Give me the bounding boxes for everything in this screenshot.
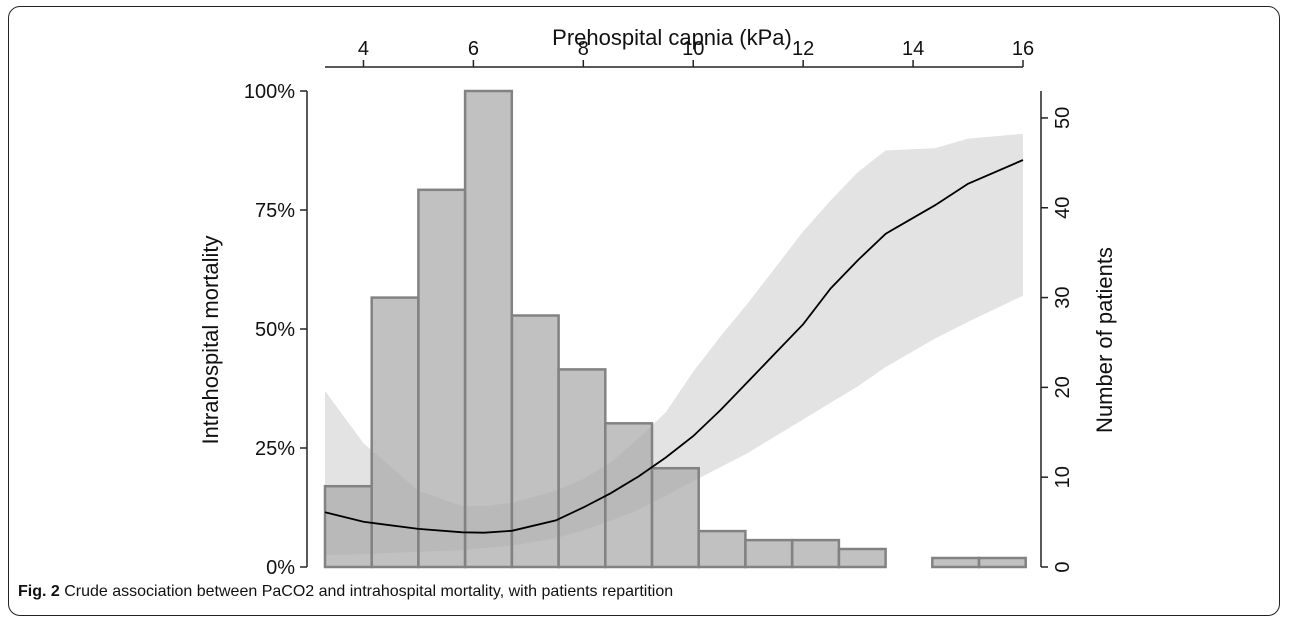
histogram-bar-4 [463, 89, 514, 569]
y-axis-title-left: Intrahospital mortality [198, 235, 223, 444]
y-left-tick-label-100: 100% [244, 81, 295, 103]
figure-label: Fig. 2 [18, 583, 60, 600]
y-right-tick-label-20: 20 [1052, 376, 1074, 398]
y-left-tick-label-75: 75% [255, 200, 295, 222]
histogram-bar-7 [604, 422, 654, 569]
y-left-tick-label-25: 25% [255, 438, 295, 460]
histogram-bar-8 [650, 466, 700, 569]
y-right-tick-label-0: 0 [1052, 561, 1074, 572]
histogram-bar-10 [744, 538, 794, 569]
histogram-bar-15 [977, 556, 1027, 569]
x-tick-label-4: 4 [358, 38, 369, 60]
histogram-bar-3 [417, 188, 467, 569]
x-tick-label-14: 14 [902, 38, 924, 60]
histogram-bar-14 [931, 556, 981, 569]
mortality-curve-layer [324, 159, 1024, 534]
y-right-tick-label-10: 10 [1052, 466, 1074, 488]
x-tick-label-8: 8 [578, 38, 589, 60]
histogram-bars-layer [323, 89, 1027, 569]
figure-caption: Fig. 2 Crude association between PaCO2 a… [18, 583, 673, 601]
figure-caption-text: Crude association between PaCO2 and intr… [64, 583, 674, 600]
y-right-tick-label-40: 40 [1052, 197, 1074, 219]
axes-layer: 4 6 8 10 12 14 16 0% 25% 50% 75% 100% 0 10 20 30 40 50 [244, 38, 1074, 579]
y-right-tick-label-30: 30 [1052, 286, 1074, 308]
confidence-band [325, 133, 1023, 556]
histogram-bar-12 [837, 547, 887, 569]
x-tick-label-6: 6 [468, 38, 479, 60]
histogram-bar-2 [370, 296, 420, 569]
x-tick-label-10: 10 [682, 38, 704, 60]
histogram-bar-1 [323, 484, 373, 569]
y-axis-title-right: Number of patients [1092, 247, 1117, 433]
x-tick-label-16: 16 [1012, 38, 1034, 60]
x-tick-label-12: 12 [792, 38, 814, 60]
y-right-tick-label-50: 50 [1052, 107, 1074, 129]
mortality-curve [324, 159, 1024, 534]
histogram-bar-6 [557, 368, 607, 569]
histogram-bar-11 [790, 538, 841, 569]
x-axis-title: Prehospital capnia (kPa) [552, 25, 792, 50]
histogram-bar-9 [697, 529, 747, 569]
confidence-band-layer [325, 133, 1023, 556]
figure-frame [8, 6, 1280, 616]
y-left-tick-label-0: 0% [266, 557, 295, 579]
y-left-tick-label-50: 50% [255, 319, 295, 341]
